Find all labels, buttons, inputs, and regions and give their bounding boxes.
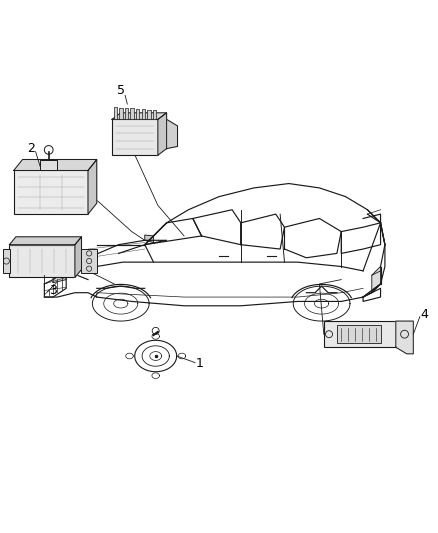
FancyBboxPatch shape [119,108,123,119]
Polygon shape [14,159,97,171]
FancyBboxPatch shape [337,326,381,343]
Polygon shape [166,119,177,149]
Text: 1: 1 [195,357,203,370]
Polygon shape [112,113,166,119]
Polygon shape [53,275,66,282]
FancyBboxPatch shape [141,109,145,119]
FancyBboxPatch shape [131,108,134,119]
Polygon shape [10,237,81,245]
FancyBboxPatch shape [112,119,158,155]
Text: 4: 4 [420,308,428,321]
Text: 3: 3 [49,284,57,297]
Polygon shape [372,266,381,293]
FancyBboxPatch shape [136,109,139,119]
FancyBboxPatch shape [147,110,151,119]
FancyBboxPatch shape [14,171,88,214]
FancyBboxPatch shape [125,108,128,119]
Polygon shape [88,159,97,214]
FancyBboxPatch shape [3,249,10,273]
FancyBboxPatch shape [324,321,396,348]
Text: 5: 5 [117,85,125,98]
Text: 2: 2 [27,142,35,155]
FancyBboxPatch shape [114,107,117,119]
Polygon shape [75,237,81,277]
FancyBboxPatch shape [40,159,57,171]
FancyBboxPatch shape [152,110,156,119]
Polygon shape [145,235,153,243]
Polygon shape [396,321,413,354]
FancyBboxPatch shape [81,249,97,273]
Polygon shape [158,113,166,155]
FancyBboxPatch shape [10,245,75,277]
